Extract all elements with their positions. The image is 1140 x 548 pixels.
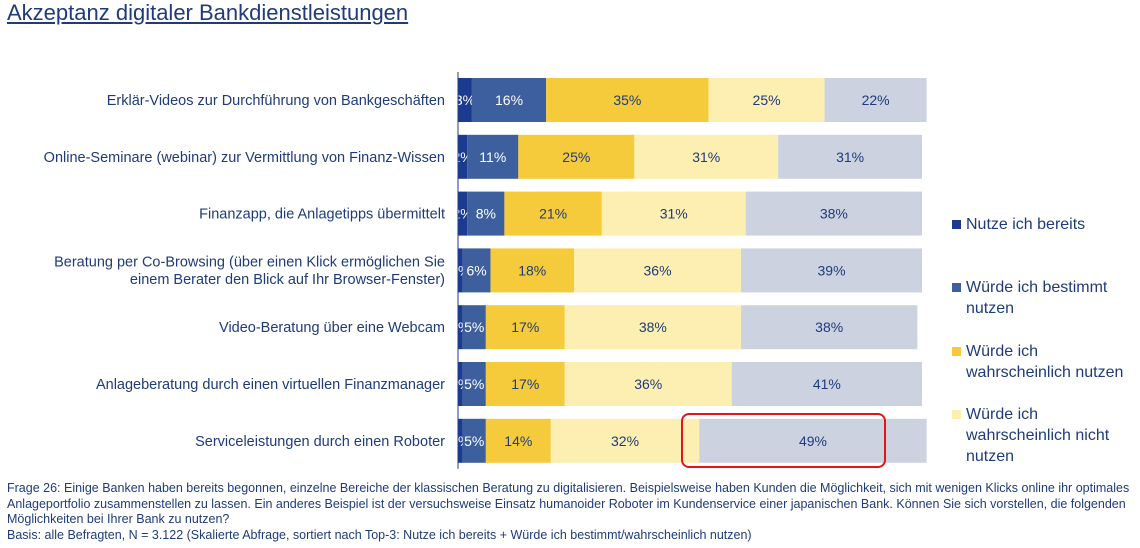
bar-segment — [824, 78, 927, 122]
bar-value-label: 41% — [813, 376, 841, 392]
bar-segment — [485, 305, 565, 350]
bar-value-label: 25% — [562, 149, 590, 165]
bar-value-label: 32% — [611, 433, 639, 449]
legend-swatch — [952, 220, 961, 229]
bar-segment — [458, 418, 463, 463]
bar-value-label: 18% — [518, 262, 546, 278]
bar-value-label: 31% — [660, 206, 688, 222]
bar-value-label: 36% — [644, 262, 672, 278]
legend-label: Würde ich wahrscheinlich nicht nutzen — [966, 406, 1110, 465]
category-label: Serviceleistungen durch einen Roboter — [195, 434, 445, 450]
bar-segment — [462, 305, 486, 350]
bar-value-label: 16% — [495, 92, 523, 108]
bar-segment — [518, 134, 635, 179]
bar-value-label: 5% — [464, 433, 484, 449]
legend-item-nutze-bereits: Nutze ich bereits — [952, 214, 1140, 235]
legend-item-bestimmt-nutzen: Würde ich bestimmt nutzen — [952, 277, 1140, 319]
legend-swatch — [952, 410, 961, 419]
category-label: Beratung per Co-Browsing (über einen Kli… — [54, 255, 445, 289]
category-label: Finanzapp, die Anlagetipps übermittelt — [199, 207, 445, 223]
footnote-basis: Basis: alle Befragten, N = 3.122 (Skalie… — [7, 527, 752, 542]
bar-value-label: 36% — [634, 376, 662, 392]
legend-item-wahrscheinlich-nutzen: Würde ich wahrscheinlich nutzen — [952, 341, 1140, 383]
bar-segment — [462, 362, 486, 406]
bar-value-label: 5% — [464, 376, 484, 392]
bar-value-label: 38% — [815, 319, 843, 335]
bar-value-label: 38% — [820, 206, 848, 222]
bar-value-label: 21% — [539, 206, 567, 222]
category-label: Anlageberatung durch einen virtuellen Fi… — [96, 377, 445, 393]
bar-segment — [546, 78, 709, 122]
bar-segment — [458, 78, 472, 122]
bar-value-label: 22% — [862, 92, 890, 108]
legend-item-wahrscheinlich-nicht-nutzen: Würde ich wahrscheinlich nicht nutzen — [952, 404, 1140, 467]
bar-segment — [471, 78, 547, 122]
highlight-box — [681, 413, 886, 468]
bar-segment — [504, 191, 602, 236]
bar-segment — [458, 362, 463, 406]
chart-title: Akzeptanz digitaler Bankdienstleistungen — [7, 0, 409, 25]
bar-segment — [550, 418, 700, 463]
bar-segment — [601, 191, 746, 236]
legend-label: Würde ich bestimmt nutzen — [966, 279, 1108, 317]
bar-segment — [467, 134, 519, 179]
category-label: Online-Seminare (webinar) zur Vermittlun… — [44, 150, 445, 166]
legend-label: Würde ich wahrscheinlich nutzen — [966, 343, 1124, 381]
bar-value-label: 31% — [836, 149, 864, 165]
bar-segment — [485, 362, 565, 406]
bar-value-label: 17% — [511, 319, 539, 335]
bar-segment — [731, 362, 922, 406]
bar-segment — [458, 134, 468, 179]
footnote: Frage 26: Einige Banken haben bereits be… — [7, 481, 1132, 543]
bar-value-label: 17% — [511, 376, 539, 392]
bar-value-label: 31% — [692, 149, 720, 165]
category-label: Video-Beratung über eine Webcam — [219, 320, 445, 336]
bar-segment — [458, 191, 468, 236]
bar-value-label: 14% — [504, 433, 532, 449]
legend-swatch — [952, 283, 961, 292]
bar-segment — [574, 248, 742, 293]
bar-segment — [699, 418, 927, 463]
bar-value-label: 5% — [464, 319, 484, 335]
bar-value-label: 25% — [753, 92, 781, 108]
bar-segment — [462, 418, 486, 463]
legend-label: Nutze ich bereits — [966, 216, 1086, 233]
bar-value-label: 35% — [613, 92, 641, 108]
legend-swatch — [952, 347, 961, 356]
bar-value-label: 39% — [818, 262, 846, 278]
bar-value-label: 8% — [476, 206, 496, 222]
bar-segment — [490, 248, 574, 293]
bar-segment — [564, 362, 732, 406]
bar-segment — [778, 134, 922, 179]
bar-value-label: 11% — [479, 149, 506, 165]
bar-value-label: 6% — [466, 262, 486, 278]
bar-segment — [458, 305, 463, 350]
bar-segment — [741, 248, 922, 293]
bar-segment — [708, 78, 825, 122]
bar-value-label: 3% — [455, 92, 475, 108]
bar-segment — [485, 418, 551, 463]
bar-segment — [564, 305, 742, 350]
bar-value-label: 38% — [639, 319, 667, 335]
bar-value-label: 49% — [799, 433, 827, 449]
footnote-question: Frage 26: Einige Banken haben bereits be… — [7, 481, 1130, 526]
category-label: Erklär-Videos zur Durchführung von Bankg… — [107, 93, 445, 109]
bar-segment — [741, 305, 918, 350]
bar-segment — [634, 134, 779, 179]
bar-segment — [462, 248, 491, 293]
bar-segment — [745, 191, 922, 236]
bar-segment — [467, 191, 505, 236]
bar-segment — [458, 248, 463, 293]
